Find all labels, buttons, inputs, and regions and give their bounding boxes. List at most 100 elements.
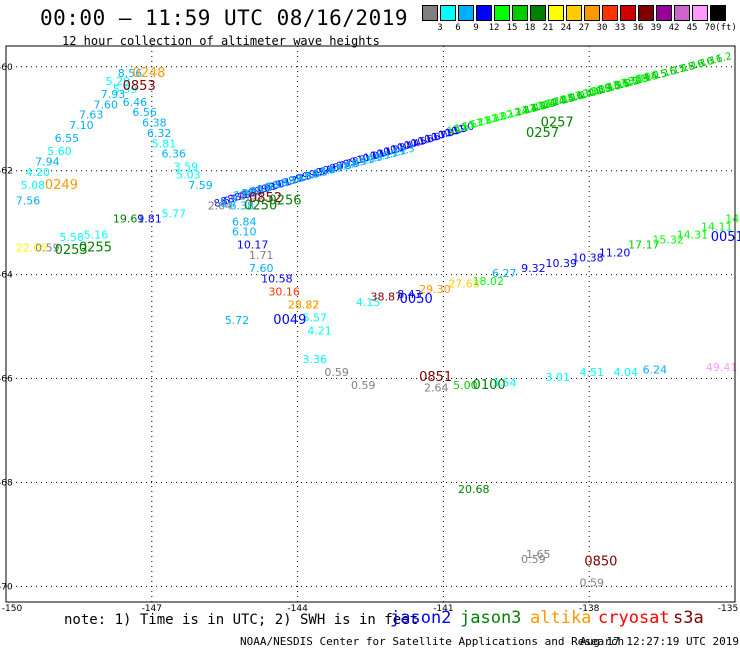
swh-value: 7.63 — [79, 109, 104, 122]
swh-value: 6.38 — [230, 200, 255, 213]
credit-line: NOAA/NESDIS Center for Satellite Applica… — [240, 635, 625, 648]
track-swh-value: 8.7 — [327, 162, 345, 177]
track-swh-value: 9.1 — [261, 181, 279, 196]
map-subtitle: 12 hour collection of altimeter wave hei… — [62, 34, 380, 48]
pass-time-label: 0853 — [123, 79, 156, 94]
lon-tick-label: -135 — [718, 604, 738, 614]
legend-label: 27 — [578, 23, 590, 33]
track-swh-value: 8.2 — [264, 179, 282, 194]
pass-time-label: 0851 — [419, 370, 452, 385]
track-swh-value: 14.2 — [524, 101, 548, 117]
track-swh-value: 9.5 — [308, 166, 326, 181]
track-swh-value: 9.0 — [358, 154, 376, 169]
track-swh-value: 8.5 — [295, 171, 313, 186]
track-swh-value: 16.1 — [700, 54, 724, 70]
track-swh-value: 7.9 — [232, 188, 250, 203]
track-swh-value: 10.8 — [431, 127, 455, 143]
swh-value: 7.93 — [101, 88, 126, 101]
track-swh-value: 10.6 — [417, 132, 441, 148]
legend-label: 21 — [542, 23, 554, 33]
sat-label-cryosat: cryosat — [598, 608, 670, 628]
legend-swatch — [548, 5, 564, 21]
legend-label: 30 — [596, 23, 608, 33]
track-swh-value: 12.6 — [530, 98, 554, 114]
track-swh-value: 8.7 — [227, 191, 245, 206]
pass-time-label: 0100 — [473, 378, 506, 393]
legend-swatch — [710, 5, 726, 21]
legend-label: 39 — [650, 23, 662, 33]
swh-value: 1.65 — [526, 548, 551, 561]
track-swh-value: 12.7 — [537, 96, 561, 112]
swh-value: 8.43 — [397, 288, 422, 301]
swh-value: 17.17 — [628, 239, 660, 252]
track-swh-value: 12.1 — [492, 109, 516, 125]
pass-time-label: 0249 — [45, 178, 78, 193]
track-swh-value: 14.1 — [514, 103, 538, 119]
track-swh-value: 10.4 — [390, 140, 414, 156]
legend-label: 15 — [506, 23, 518, 33]
track-swh-value: 14.5 — [551, 93, 575, 109]
swh-value: 20.68 — [458, 483, 490, 496]
track-swh-value: 9.4 — [315, 164, 333, 179]
pass-time-label: 0049 — [273, 313, 306, 328]
swh-value: 5.08 — [21, 179, 46, 192]
swh-value: 4.20 — [25, 166, 50, 179]
sat-label-jason2: jason2 — [390, 608, 452, 628]
swh-value: 2.64 — [208, 200, 233, 213]
track-swh-value: 15.8 — [672, 61, 696, 77]
swh-value: 5.16 — [84, 228, 109, 241]
track-swh-value: 13.7 — [613, 75, 637, 91]
track-swh-value: 15.7 — [662, 63, 686, 79]
legend-label: 33 — [614, 23, 626, 33]
track-swh-value: 15.2 — [616, 76, 640, 92]
pass-time-label: 0257 — [541, 116, 574, 131]
swh-value: 1.71 — [249, 249, 274, 262]
swh-value: 5.03 — [176, 169, 201, 182]
swh-value: 7.10 — [69, 119, 94, 132]
track-swh-value: 9.7 — [329, 160, 347, 175]
legend-swatch — [638, 5, 654, 21]
track-swh-value: 9.4 — [301, 168, 319, 183]
track-swh-value: 10.3 — [383, 142, 407, 158]
swh-value: 10.58 — [261, 272, 293, 285]
swh-value: 4.51 — [579, 366, 604, 379]
swh-value: 0.59 — [521, 553, 546, 566]
track-swh-value: 13.2 — [575, 86, 599, 102]
swh-value: 4.04 — [614, 366, 639, 379]
swh-value: 14.33 — [725, 213, 740, 226]
track-swh-value: 13.1 — [568, 88, 592, 104]
track-swh-value: 13.3 — [583, 84, 607, 100]
track-swh-value: 8.8 — [343, 158, 361, 173]
track-swh-value: 9.2 — [382, 148, 400, 163]
track-swh-value: 11.8 — [477, 113, 501, 129]
track-swh-value: 9.6 — [322, 162, 340, 177]
swh-value: 28.27 — [288, 298, 320, 311]
swh-value: 4.21 — [307, 324, 332, 337]
track-swh-value: 13.4 — [590, 82, 614, 98]
legend-label: 36 — [632, 23, 644, 33]
swh-value: 6.32 — [147, 127, 172, 140]
swh-value: 8.56 — [118, 67, 143, 80]
swh-value: 10.17 — [237, 239, 269, 252]
track-swh-value: 8.9 — [240, 187, 258, 202]
track-swh-value: 15.0 — [598, 81, 622, 97]
track-swh-value: 10.5 — [404, 136, 428, 152]
swh-value: 30.16 — [268, 285, 300, 298]
track-swh-value: 11.8 — [469, 115, 493, 131]
legend-label: 6 — [455, 23, 461, 33]
swh-value: 3.36 — [302, 353, 327, 366]
lon-tick-label: -141 — [433, 604, 453, 614]
track-swh-value: 15.9 — [681, 58, 705, 74]
track-swh-value: 10.0 — [356, 150, 380, 166]
swh-value: 4.15 — [356, 296, 381, 309]
track-swh-value: 12.2 — [499, 107, 523, 123]
swh-value: 8.7 — [220, 197, 238, 210]
pass-time-label: 0256 — [268, 193, 301, 208]
swh-value: 29.30 — [419, 283, 451, 296]
track-swh-value: 11.0 — [451, 121, 475, 137]
sat-label-altika: altika — [530, 608, 592, 628]
legend-swatch — [530, 5, 546, 21]
track-swh-value: 14.0 — [636, 69, 660, 85]
track-swh-value: 8.9 — [247, 185, 265, 200]
